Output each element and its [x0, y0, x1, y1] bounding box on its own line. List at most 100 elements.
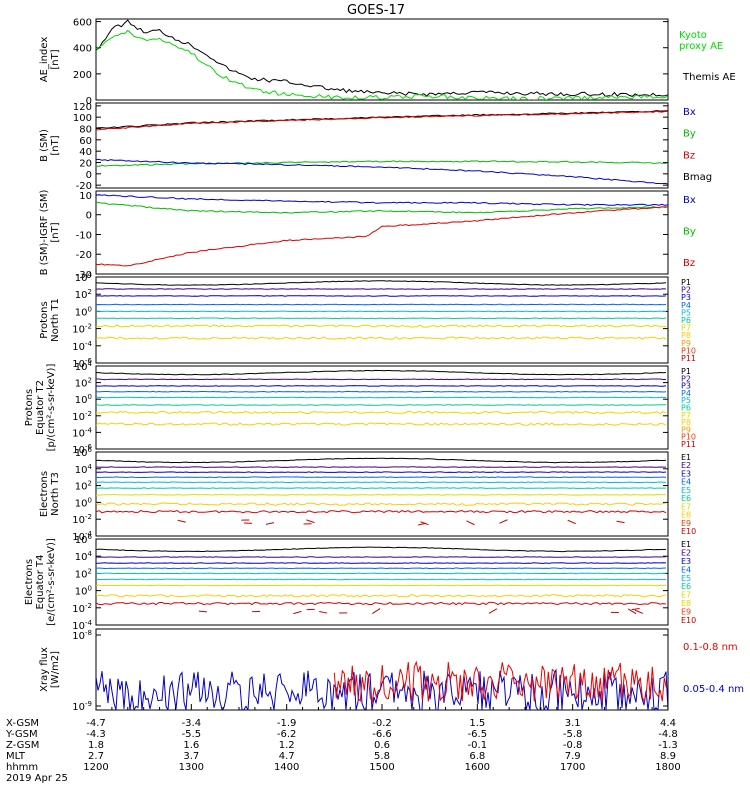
series-line: [96, 310, 667, 313]
panel-ylabel: [nT]: [50, 49, 61, 69]
series-dash: [627, 608, 637, 615]
y-tick-label: 600: [73, 18, 92, 29]
y-tick-label: -10: [76, 230, 92, 241]
y-tick-label: 102: [75, 567, 92, 580]
legend-label: E2: [681, 461, 691, 470]
y-tick-label: 20: [79, 159, 92, 170]
y-tick-label: 104: [75, 463, 93, 476]
legend-label: E9: [681, 608, 691, 617]
legend-label: E6: [681, 494, 691, 503]
panel-ylabel: Electrons: [24, 559, 35, 605]
series-line: [96, 584, 667, 587]
legend-label: P11: [681, 354, 696, 363]
series-dash: [265, 522, 275, 525]
panel-5: Protons Equator T2 [p/(cm²-s-sr-keV)] 10410…: [24, 360, 696, 456]
ephemeris-row-label: hhmm: [6, 762, 38, 773]
series-dash: [293, 610, 302, 615]
y-tick-label: 104: [75, 360, 93, 373]
series-dash: [631, 608, 640, 611]
y-tick-label: 10: [79, 191, 92, 202]
series-line: [96, 457, 667, 464]
ephemeris-value: 3.7: [183, 751, 199, 762]
legend-label: P9: [681, 425, 691, 434]
legend-label: P5: [681, 308, 691, 317]
legend-label: E8: [681, 511, 691, 520]
panel-ylabel: Electrons: [39, 471, 50, 517]
legend-label: P4: [681, 389, 691, 398]
series-line: [96, 160, 668, 167]
legend-label: E1: [681, 453, 691, 462]
series-line: [96, 201, 668, 214]
series-line: [96, 158, 668, 185]
series-line: [96, 324, 667, 328]
legend-label: 0.05-0.4 nm: [683, 684, 744, 695]
legend-label: E8: [681, 599, 691, 608]
series-line: [96, 110, 668, 131]
series-line: [96, 385, 667, 387]
ephemeris-value: -4.7: [86, 718, 106, 729]
legend-label: E7: [681, 502, 691, 511]
series-line: [96, 295, 667, 297]
panel-ylabel: [nT]: [50, 135, 61, 155]
panel-frame: [95, 18, 669, 101]
panel-ylabel: AE_index: [39, 37, 50, 83]
ephemeris-row-label: X-GSM: [6, 718, 39, 729]
ephemeris-value: -4.3: [86, 729, 106, 740]
series-dash: [499, 519, 508, 524]
panel-ylabel: [e/(cm²-s-sr-keV)]: [46, 538, 57, 626]
series-line: [96, 556, 667, 558]
legend-label: Bz: [683, 258, 695, 269]
legend-label: E10: [681, 616, 696, 625]
ephemeris-value: 1.2: [279, 740, 295, 751]
legend-label: E5: [681, 486, 691, 495]
series-line: [96, 578, 667, 581]
panel-4: Protons North T1 104 102 100 10-2 10-4 10-6 P1P2…: [39, 271, 696, 370]
panel-ylabel: [nT]: [50, 222, 61, 242]
panel-ylabel: Equator T2: [35, 380, 46, 435]
panel-ylabel: North T3: [50, 472, 61, 516]
y-tick-label: 0: [86, 211, 92, 222]
y-tick-label: 200: [73, 70, 92, 81]
series-line: [96, 493, 666, 496]
series-line: [96, 390, 667, 393]
legend-label: P8: [681, 331, 691, 340]
legend-label: P5: [681, 396, 691, 405]
ephemeris-value: 7.9: [565, 751, 581, 762]
legend-label: E9: [681, 519, 691, 528]
y-tick-label: 10-2: [72, 602, 92, 615]
series-line: [96, 502, 667, 506]
panel-3: B (SM)-IGRF (SM) [nT] 10 0 -10 -20 -30 Bx By Bz: [39, 190, 696, 281]
panel-frame: [95, 190, 669, 275]
legend-label: P8: [681, 418, 691, 427]
ephemeris-value: -4.8: [658, 729, 678, 740]
series-line: [96, 396, 667, 399]
ephemeris-value: 1.6: [183, 740, 199, 751]
legend-label: P9: [681, 339, 691, 348]
series-line: [96, 194, 668, 206]
legend-label: Bx: [683, 107, 696, 118]
ephemeris-value: 1600: [465, 762, 490, 773]
legend-label: P10: [681, 346, 696, 355]
series-dash: [371, 608, 381, 614]
y-tick-label: 106: [75, 446, 93, 459]
legend-label: P1: [681, 367, 691, 376]
panel-ylabel: Protons: [24, 389, 35, 426]
y-tick-label: 10-2: [72, 323, 92, 336]
series-line: [96, 481, 667, 484]
panel-frame: [95, 538, 669, 626]
y-tick-label: 0: [86, 170, 92, 181]
ephemeris-value: 1200: [83, 762, 108, 773]
legend-label: P7: [681, 411, 691, 420]
legend-label: E5: [681, 574, 691, 583]
y-tick-label: 104: [75, 271, 93, 284]
y-tick-label: -30: [76, 270, 92, 281]
plot-area: [96, 369, 667, 426]
panel-ylabel: B (SM)-IGRF (SM): [39, 190, 50, 276]
plot-area: [96, 19, 668, 100]
legend-label: Bx: [683, 195, 696, 206]
y-tick-label: 10-4: [72, 426, 92, 439]
ephemeris-value: -6.6: [372, 729, 392, 740]
legend-label: Themis AE: [682, 72, 736, 83]
ephemeris-value: -6.2: [277, 729, 297, 740]
